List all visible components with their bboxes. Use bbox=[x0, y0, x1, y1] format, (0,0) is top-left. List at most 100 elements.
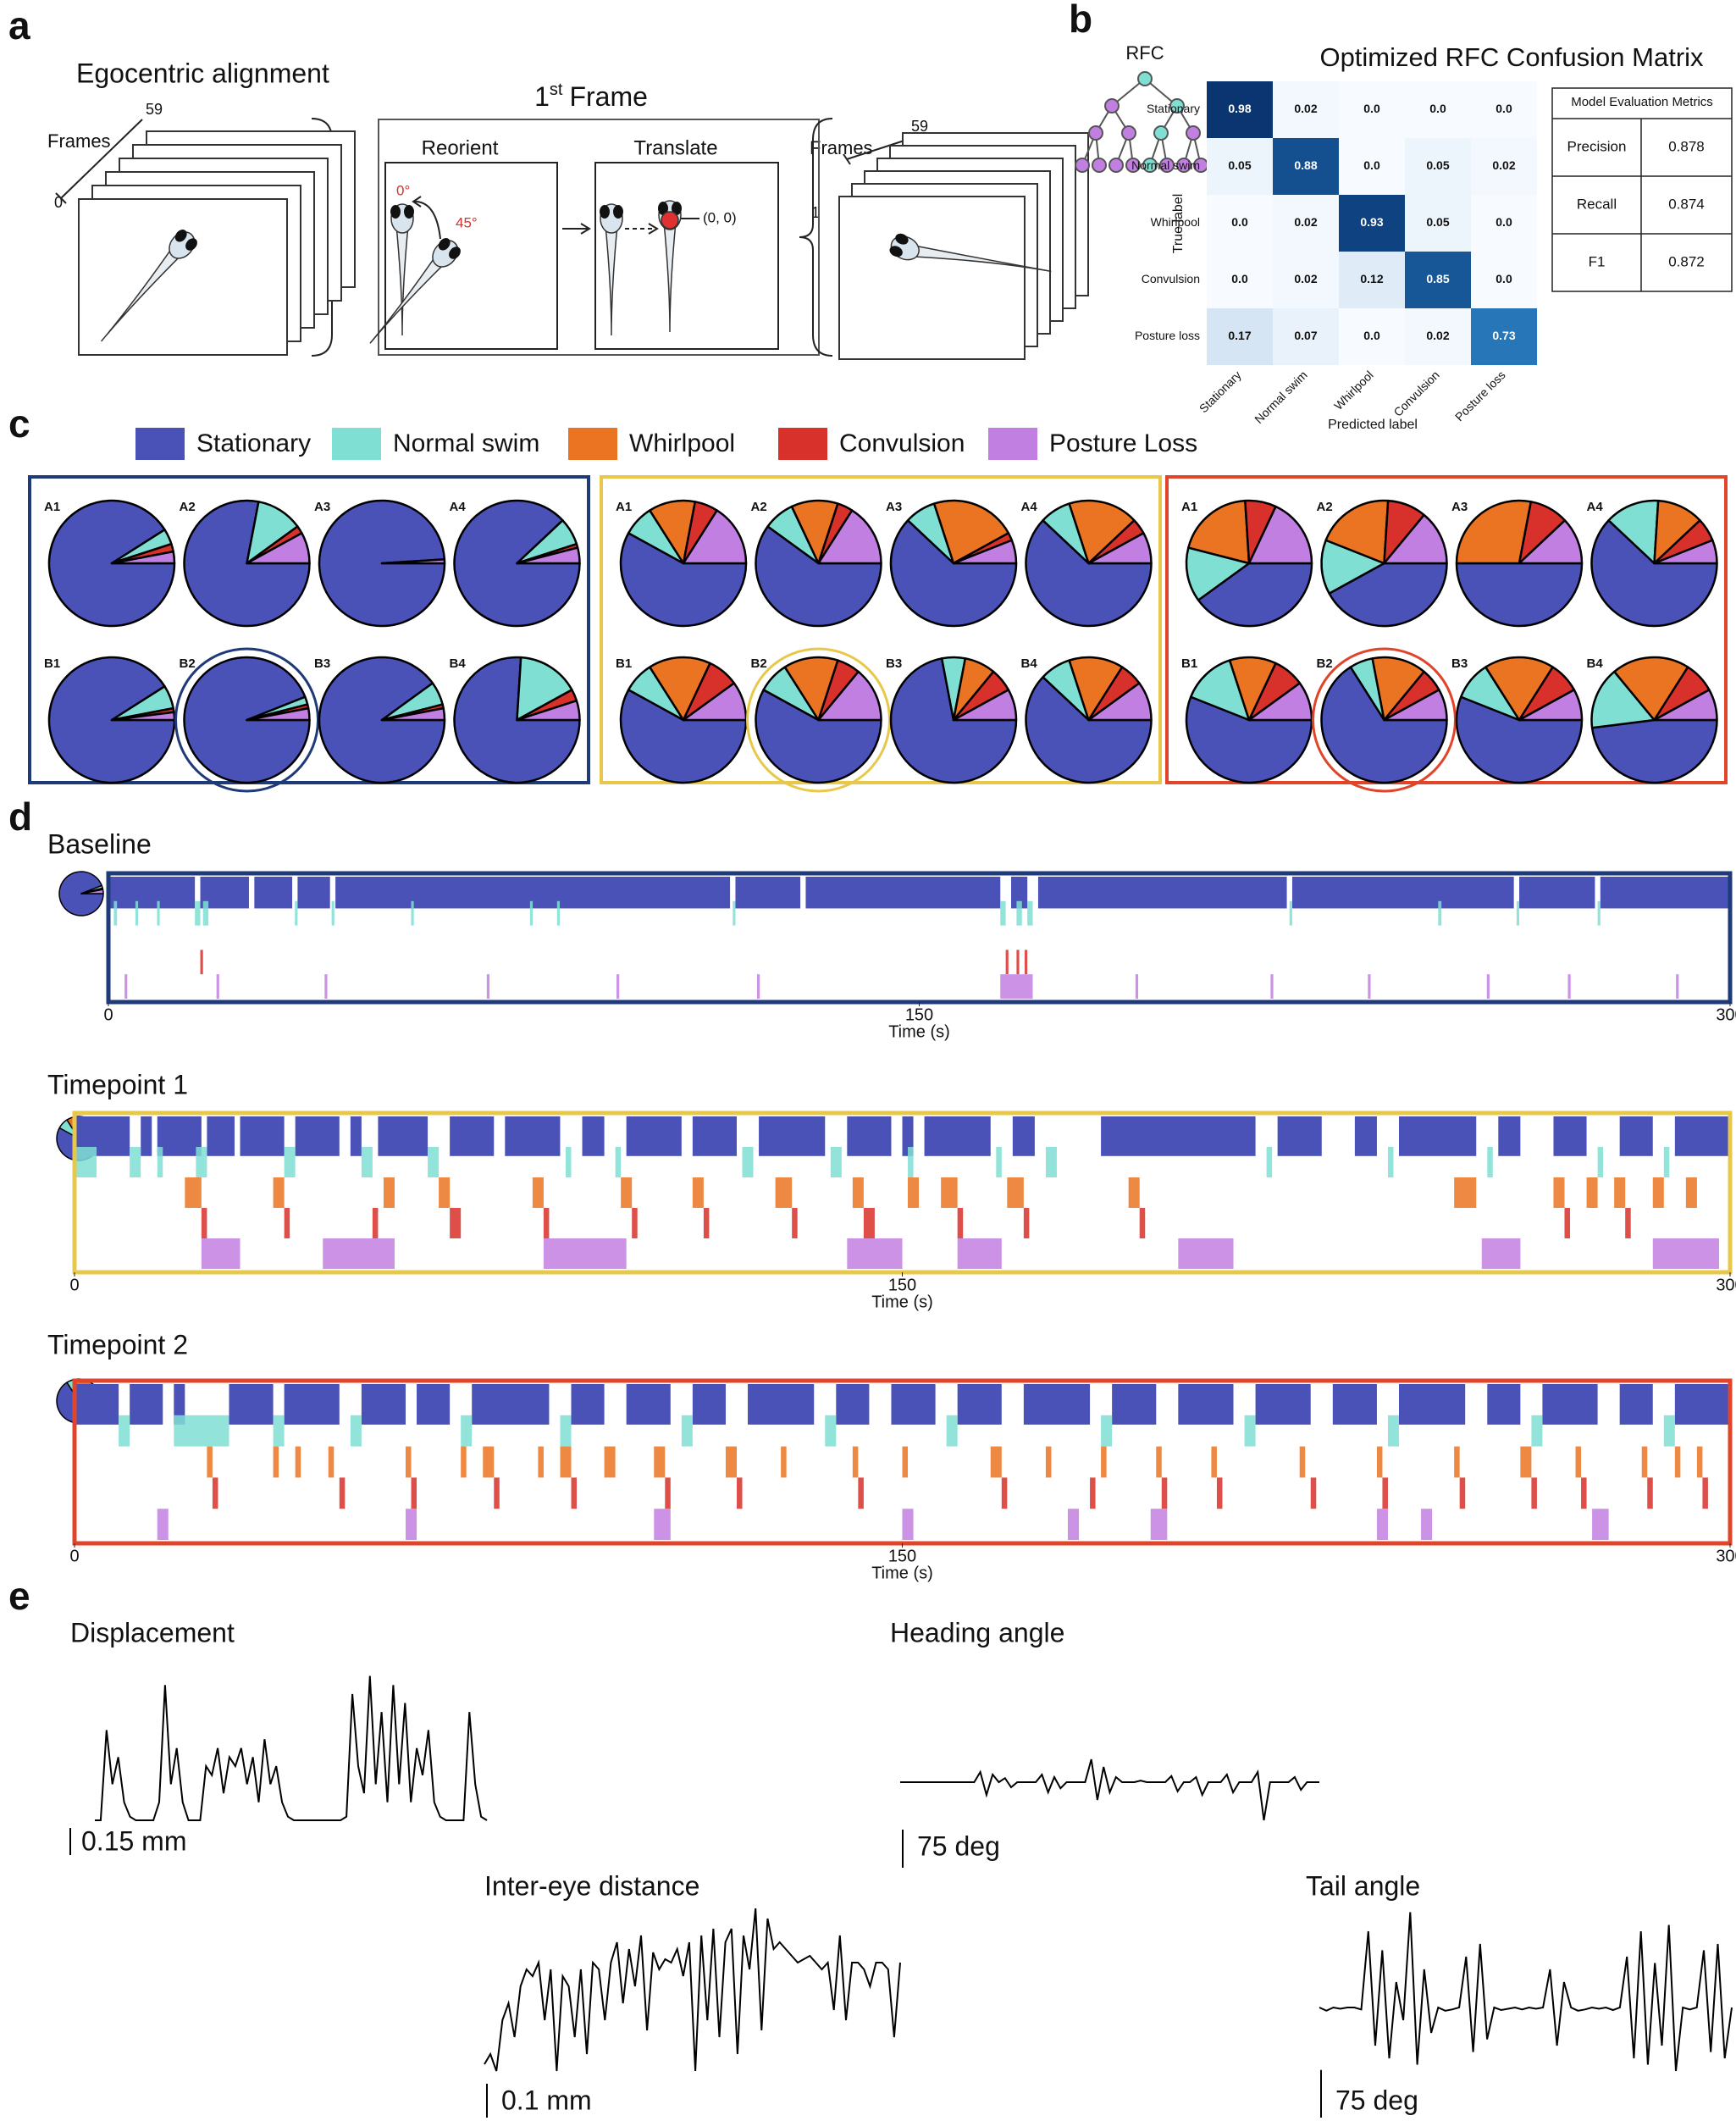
ethogram-bout bbox=[361, 1147, 373, 1177]
pie-label: A2 bbox=[180, 500, 196, 514]
ethogram-bout bbox=[852, 1177, 864, 1208]
ethogram-bout bbox=[1023, 1208, 1030, 1238]
cm-row-label: Whirlpool bbox=[1151, 215, 1200, 229]
ethogram-bout bbox=[1027, 900, 1033, 926]
ethogram-bout bbox=[1101, 1415, 1113, 1447]
pie-highlight bbox=[746, 647, 891, 793]
ethogram-bout bbox=[654, 1446, 666, 1478]
ethogram-bout bbox=[941, 1177, 958, 1208]
ethogram-bout bbox=[733, 900, 736, 926]
legend-label: Posture Loss bbox=[1049, 429, 1197, 457]
tree-node bbox=[1075, 158, 1090, 173]
ethogram-title: Timepoint 2 bbox=[47, 1329, 188, 1360]
cm-cell bbox=[1339, 195, 1405, 252]
pie-label: A1 bbox=[616, 500, 632, 514]
ethogram-bout bbox=[1376, 1509, 1388, 1540]
fish-eye bbox=[658, 202, 668, 215]
cm-row-label: Stationary bbox=[1147, 102, 1200, 115]
ethogram-bout bbox=[1519, 877, 1595, 909]
ethogram-bout bbox=[1045, 1147, 1057, 1177]
ethogram-bout bbox=[748, 1384, 815, 1425]
cm-cell bbox=[1471, 308, 1537, 365]
frame-start-out: 1 bbox=[811, 204, 820, 221]
pie-label: A1 bbox=[1181, 500, 1197, 514]
ethograms: Baseline 0 150 300 Time (s) Timepoint 1 0 150 30… bbox=[47, 828, 1736, 1582]
ethogram-bout bbox=[1674, 1446, 1681, 1478]
ethogram-bout bbox=[1520, 1446, 1532, 1478]
ethogram-bout bbox=[411, 1477, 417, 1509]
trace-title: Inter-eye distance bbox=[484, 1870, 699, 1901]
ethogram-bout bbox=[1641, 1446, 1648, 1478]
ethogram-bout bbox=[616, 974, 620, 999]
cm-cell bbox=[1273, 252, 1339, 308]
ethogram-bout bbox=[532, 1177, 544, 1208]
pie-slice bbox=[1068, 656, 1124, 722]
ethogram-bout bbox=[1652, 1238, 1719, 1269]
ethogram-bout bbox=[1178, 1238, 1234, 1269]
ethogram-bout bbox=[543, 1238, 627, 1269]
cm-cell bbox=[1405, 308, 1471, 365]
ethogram-bout bbox=[324, 974, 328, 999]
cm-value: 0.07 bbox=[1294, 329, 1317, 342]
ethogram-bout bbox=[130, 1384, 163, 1425]
x-axis-label: Time (s) bbox=[888, 1022, 950, 1041]
traces: Displacement 0.15 mm Heading angle 75 deg In… bbox=[69, 1617, 1733, 2118]
pie-slice bbox=[889, 519, 1018, 628]
fish-tail bbox=[101, 246, 184, 342]
ethogram-bout bbox=[494, 1477, 500, 1509]
ethogram-bout bbox=[135, 900, 139, 926]
ethogram-bout bbox=[1101, 1446, 1107, 1478]
cm-value: 0.88 bbox=[1294, 158, 1317, 172]
legend-label: Convulsion bbox=[839, 429, 965, 457]
ethogram-bout bbox=[1150, 1509, 1168, 1540]
pie-group-box bbox=[1165, 475, 1728, 784]
pie-label: A4 bbox=[450, 500, 467, 514]
ethogram-bout bbox=[582, 1116, 605, 1156]
ethogram-bout bbox=[1553, 1116, 1587, 1156]
ethogram-bout bbox=[1354, 1116, 1377, 1156]
cm-value: 0.0 bbox=[1231, 215, 1248, 229]
trace-title: Tail angle bbox=[1306, 1870, 1420, 1901]
ethogram-bout bbox=[1438, 900, 1442, 926]
trace-title: Displacement bbox=[70, 1617, 235, 1648]
ethogram-bout bbox=[130, 1147, 141, 1177]
ethogram-bout bbox=[1564, 1208, 1571, 1238]
ethogram-bout bbox=[1614, 1177, 1626, 1208]
cm-value: 0.0 bbox=[1496, 102, 1512, 115]
ethogram-bout bbox=[908, 1177, 920, 1208]
ethogram-bout bbox=[124, 974, 128, 999]
ethogram-bout bbox=[1016, 900, 1022, 926]
pie-slice bbox=[1371, 656, 1425, 722]
cm-col-label: Stationary bbox=[1197, 368, 1244, 415]
legend-label: Normal swim bbox=[393, 429, 539, 457]
x-tick-label: 0 bbox=[69, 1276, 79, 1294]
ethogram-bout bbox=[372, 1208, 379, 1238]
ethogram-bout bbox=[775, 1177, 793, 1208]
ethogram-bout bbox=[1128, 1177, 1140, 1208]
panel-label: d bbox=[8, 795, 32, 839]
confusion-title: Optimized RFC Confusion Matrix bbox=[1319, 42, 1704, 72]
ethogram-bout bbox=[461, 1415, 473, 1447]
fish-eye bbox=[613, 205, 623, 219]
pie-slice bbox=[1197, 562, 1313, 628]
ethogram-bout bbox=[737, 1477, 743, 1509]
ethogram-bout bbox=[1068, 1509, 1080, 1540]
ethogram-bout bbox=[174, 1415, 229, 1447]
tree-node bbox=[1159, 158, 1175, 173]
pie-slice bbox=[516, 546, 581, 565]
fish bbox=[658, 200, 682, 333]
tree-node bbox=[1092, 158, 1107, 173]
ethogram-bout bbox=[202, 900, 209, 926]
pie-slice bbox=[1613, 656, 1689, 722]
x-tick-label: 300 bbox=[1716, 1005, 1736, 1024]
pie-slice bbox=[1653, 689, 1718, 722]
ethogram-bout bbox=[1581, 1477, 1587, 1509]
cm-col-label: Convulsion bbox=[1390, 368, 1441, 418]
ethogram-bout bbox=[207, 1446, 213, 1478]
ethogram-bout bbox=[1277, 1116, 1322, 1156]
ethogram-bout bbox=[1266, 1147, 1273, 1177]
ethogram-bout bbox=[195, 900, 201, 926]
cm-value: 0.05 bbox=[1228, 158, 1251, 172]
ethogram-bout bbox=[538, 1446, 544, 1478]
cm-value: 0.0 bbox=[1363, 158, 1380, 172]
